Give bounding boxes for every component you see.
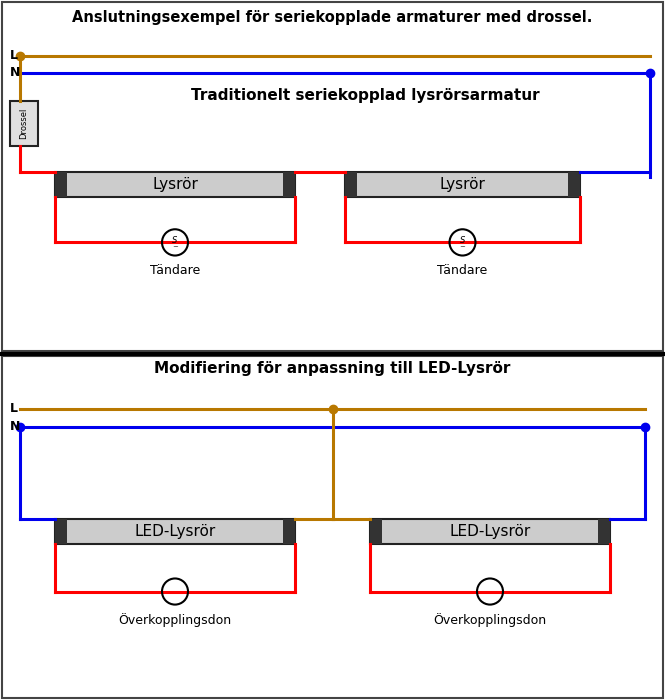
Bar bbox=[598, 519, 610, 545]
Text: Överkopplingsdon: Överkopplingsdon bbox=[118, 612, 231, 626]
Text: Tändare: Tändare bbox=[150, 264, 200, 276]
Text: Överkopplingsdon: Överkopplingsdon bbox=[434, 612, 547, 626]
Text: Lysrör: Lysrör bbox=[152, 177, 198, 192]
Text: S: S bbox=[172, 236, 178, 245]
Text: LED-Lysrör: LED-Lysrör bbox=[134, 524, 215, 539]
Text: Drossel: Drossel bbox=[19, 108, 29, 139]
Text: ~: ~ bbox=[460, 244, 466, 251]
Text: L: L bbox=[10, 49, 18, 62]
Bar bbox=[10, 101, 38, 146]
Bar bbox=[345, 172, 580, 197]
Bar bbox=[55, 519, 295, 545]
Text: Tändare: Tändare bbox=[438, 264, 487, 276]
Bar bbox=[568, 172, 580, 197]
Bar bbox=[370, 519, 610, 545]
Bar bbox=[370, 519, 382, 545]
Bar bbox=[345, 172, 357, 197]
Text: Anslutningsexempel för seriekopplade armaturer med drossel.: Anslutningsexempel för seriekopplade arm… bbox=[72, 10, 593, 25]
Bar bbox=[55, 172, 67, 197]
Text: ~: ~ bbox=[172, 244, 178, 251]
Text: N: N bbox=[10, 420, 21, 433]
Bar bbox=[55, 172, 295, 197]
Bar bbox=[55, 519, 67, 545]
Bar bbox=[283, 172, 295, 197]
Text: N: N bbox=[10, 66, 21, 79]
Text: S: S bbox=[460, 236, 466, 245]
Text: L: L bbox=[10, 402, 18, 415]
Text: Modifiering för anpassning till LED-Lysrör: Modifiering för anpassning till LED-Lysr… bbox=[154, 360, 511, 375]
Text: Lysrör: Lysrör bbox=[440, 177, 485, 192]
Text: Traditionelt seriekopplad lysrörsarmatur: Traditionelt seriekopplad lysrörsarmatur bbox=[192, 88, 540, 104]
Text: LED-Lysrör: LED-Lysrör bbox=[450, 524, 531, 539]
Bar bbox=[283, 519, 295, 545]
